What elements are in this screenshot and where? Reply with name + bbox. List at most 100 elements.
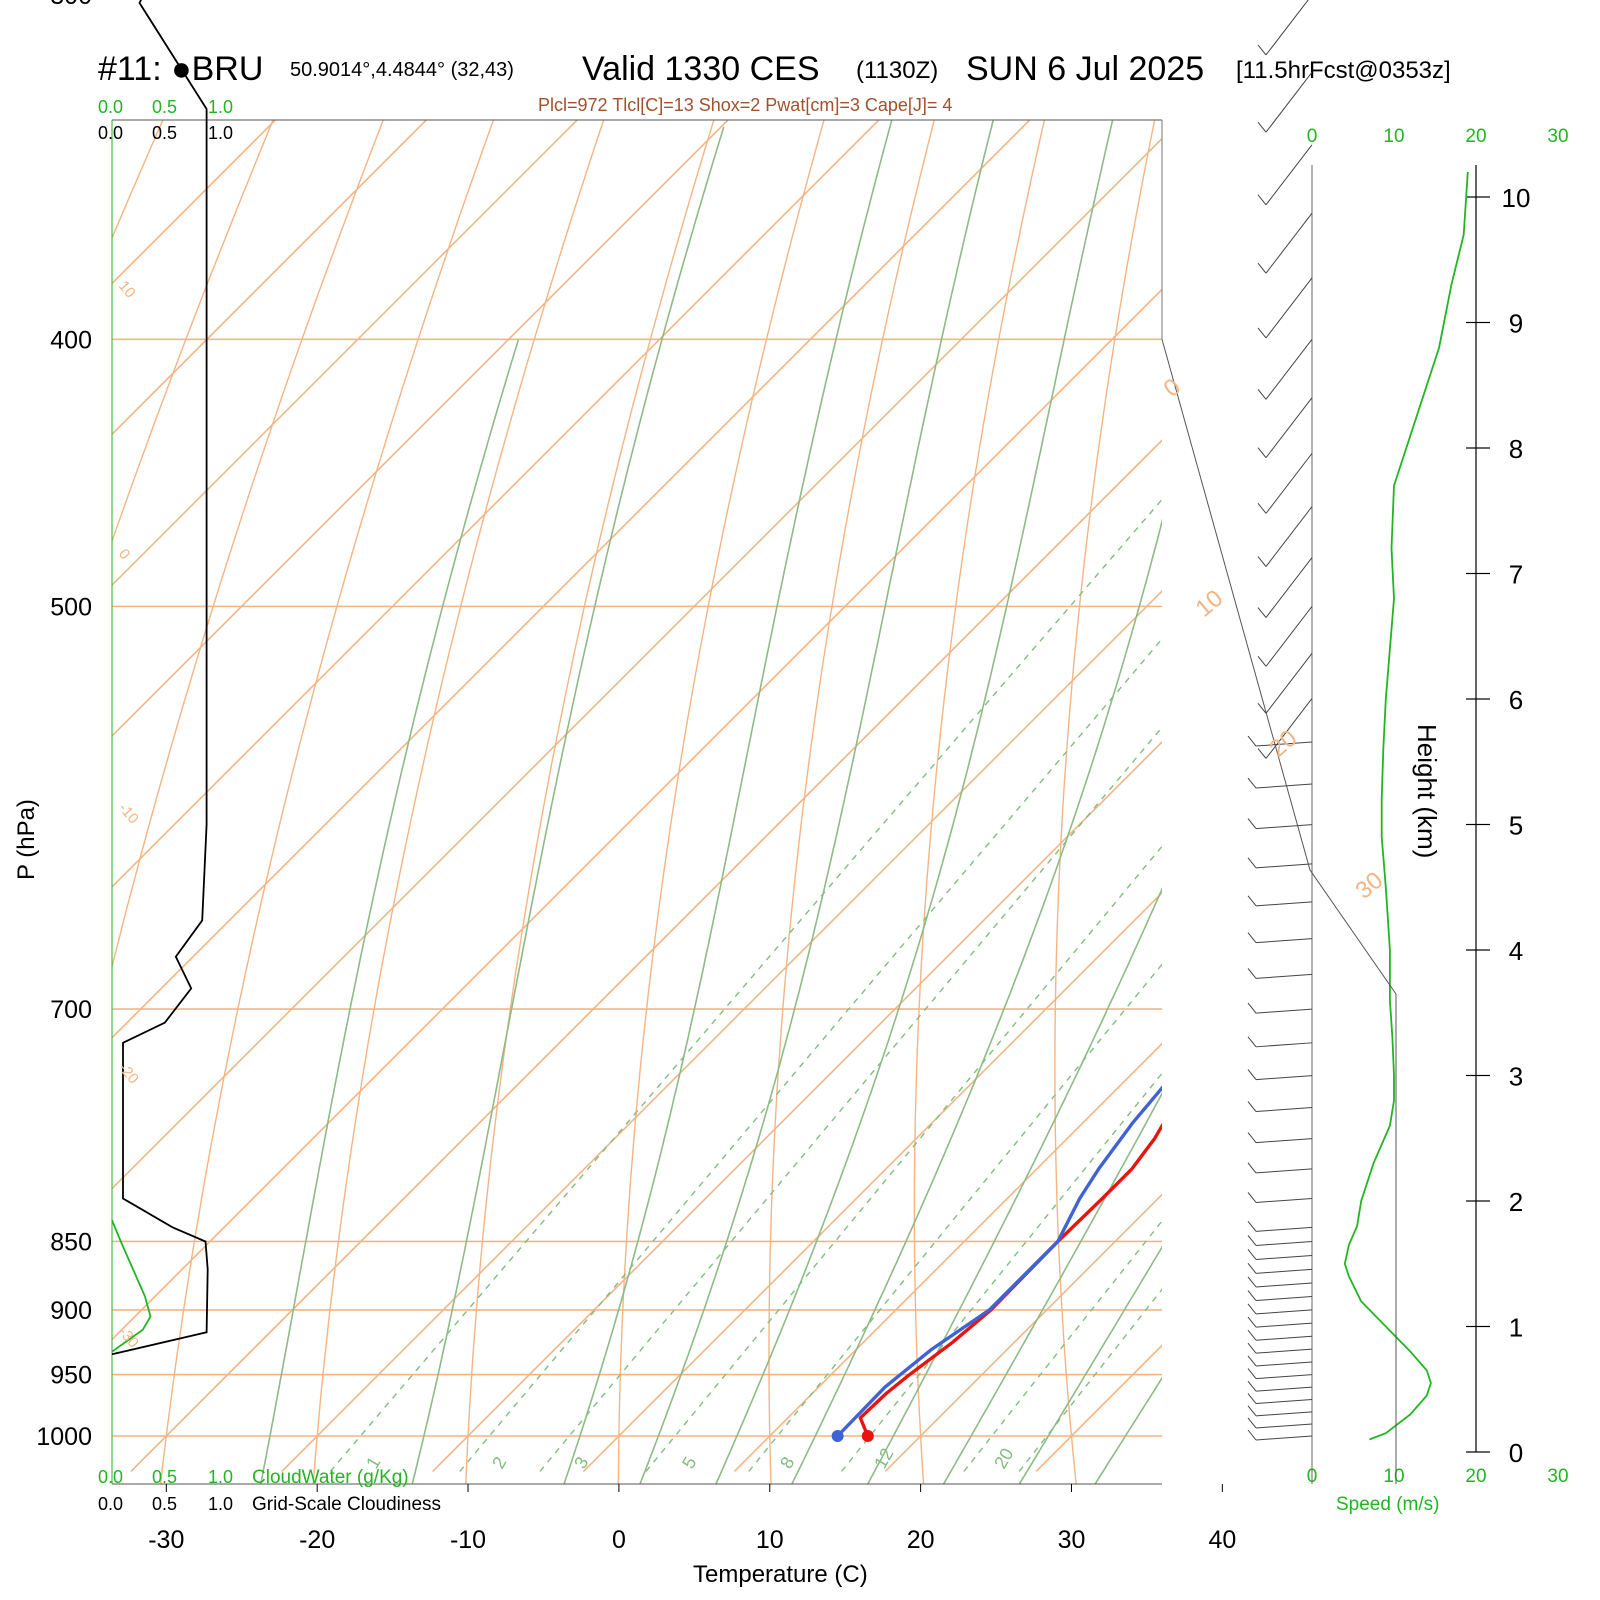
cloudwater-line [111, 1219, 152, 1353]
temperature-axis-label: Temperature (C) [693, 1561, 868, 1588]
temperature-tick-label: 0 [612, 1526, 626, 1554]
wind-barb [1255, 1254, 1313, 1260]
wind-barb-flag [1247, 857, 1257, 869]
wind-barb-flag [1257, 262, 1267, 274]
cloudwater-scale-bottom-0: 0.0 [98, 1467, 123, 1487]
isotherm-line [112, 120, 730, 738]
cloudiness-scale-bottom-05: 0.5 [152, 1494, 177, 1514]
wind-barb [1255, 1282, 1313, 1288]
dry-adiabat-line [1574, 0, 1600, 1494]
wind-barb [1265, 557, 1313, 618]
dry-adiabat-line [768, 120, 935, 1484]
wind-barb-flag [1247, 1249, 1257, 1260]
isotherm-line [884, 1193, 1162, 1472]
axes: 2503004005007008509009501000-30-20-10010… [36, 0, 1397, 1554]
wind-barb-flag [1247, 1405, 1257, 1417]
dry-adiabat-line [617, 120, 825, 1484]
dry-adiabat-line [112, 120, 385, 970]
mixing-ratio-line [645, 845, 1162, 1472]
wind-barb [1255, 1138, 1313, 1144]
wind-barb [1255, 863, 1313, 869]
wind-panel-edge [1161, 339, 1397, 1484]
wind-barb [1255, 1435, 1313, 1441]
mixing-ratio-label: 5 [678, 1453, 700, 1472]
height-tick-label: 0 [1509, 1438, 1523, 1468]
moist-adiabat-line [563, 120, 893, 1484]
wind-barb [1265, 277, 1313, 339]
cloudiness-axis-label: Grid-Scale Cloudiness [252, 1494, 441, 1515]
mixing-ratio-line [963, 1219, 1162, 1472]
wind-barb-flag [1247, 1380, 1257, 1392]
isotherm-line [112, 288, 1162, 1341]
temperature-tick-label: 10 [756, 1526, 784, 1554]
wind-barb-flag [1247, 1316, 1257, 1328]
dry-adiabat-line [159, 120, 495, 1484]
wind-barb [1255, 1322, 1313, 1328]
wind-barb [1255, 783, 1313, 789]
wind-barb [1255, 1361, 1313, 1367]
temperature-tick-label: 30 [1058, 1526, 1086, 1554]
cloudiness-scale-top-05: 0.5 [152, 123, 177, 143]
wind-barb [1255, 1386, 1313, 1392]
wind-barb-flag [1247, 818, 1257, 829]
profiles [831, 1085, 1162, 1442]
speed-tick-label-bottom: 30 [1547, 1466, 1568, 1487]
forecast-label: [11.5hrFcst@0353z] [1236, 57, 1451, 84]
wind-barb [1255, 1107, 1313, 1113]
wind-barb [1265, 212, 1313, 274]
wind-barb [1255, 1197, 1313, 1203]
wind-barb-flag [1257, 194, 1267, 206]
wind-barb [1255, 901, 1313, 907]
wind-barb [1255, 1075, 1313, 1081]
wind-barb-flag [1257, 388, 1267, 400]
zulu-label: (1130Z) [856, 57, 938, 84]
wind-barb-flag [1247, 895, 1257, 907]
pressure-tick-label: 300 [50, 0, 92, 10]
moist-adiabat-line [790, 518, 1162, 1484]
wind-barb [1255, 741, 1313, 747]
height-tick-label: 2 [1509, 1187, 1523, 1217]
wind-barb-flag [1247, 1162, 1257, 1174]
height-tick-label: 3 [1509, 1062, 1523, 1092]
isotherm-line [112, 120, 579, 587]
wind-barb [1255, 1309, 1313, 1315]
wind-barb [1265, 71, 1313, 133]
wind-barb-flag [1257, 327, 1267, 339]
mixing-ratio-line [748, 963, 1162, 1472]
height-tick-label: 5 [1509, 811, 1523, 841]
moist-adiabat-line [259, 339, 520, 1484]
wind-barb [1255, 973, 1313, 979]
speed-axis-label: Speed (m/s) [1336, 1494, 1439, 1515]
height-tick-label: 1 [1509, 1313, 1523, 1343]
isotherm-label: 10 [1191, 585, 1229, 623]
mixing-ratio-line [329, 498, 1162, 1472]
wind-barb-flag [1247, 1221, 1257, 1232]
wind-barb [1265, 698, 1313, 759]
cloudwater-scale-top-0: 0.0 [98, 97, 123, 117]
height-tick-label: 9 [1509, 309, 1523, 339]
wind-barb-flag [1247, 1235, 1257, 1246]
temperature-tick-label: 20 [907, 1526, 935, 1554]
wind-barb-flag [1257, 607, 1267, 618]
isotherm-line [112, 120, 880, 888]
cloudwater-scale-top-1: 1.0 [208, 97, 233, 117]
wind-barb-flag [1247, 1192, 1257, 1203]
height-tick-label: 8 [1509, 434, 1523, 464]
height-tick-label: 6 [1509, 685, 1523, 715]
speed-tick-label-top: 20 [1465, 126, 1486, 147]
moist-adiabat-line [1094, 1376, 1162, 1484]
wind-barb [1255, 1335, 1313, 1341]
wind-barb-flag [1247, 1036, 1257, 1048]
wind-barb [1255, 1268, 1313, 1274]
speed-tick-label-top: 30 [1547, 126, 1568, 147]
mixing-ratio-label: 8 [776, 1453, 798, 1472]
height-tick-label: 10 [1502, 183, 1531, 213]
wind-barb [1265, 453, 1313, 514]
wind-barb [1255, 938, 1313, 944]
isotherm-line [130, 439, 1162, 1472]
speed-tick-label-top: 0 [1307, 126, 1318, 147]
temperature-tick-label: -10 [450, 1526, 486, 1554]
wind-barb-flag [1257, 503, 1267, 514]
dry-adiabat-line [312, 120, 605, 1484]
